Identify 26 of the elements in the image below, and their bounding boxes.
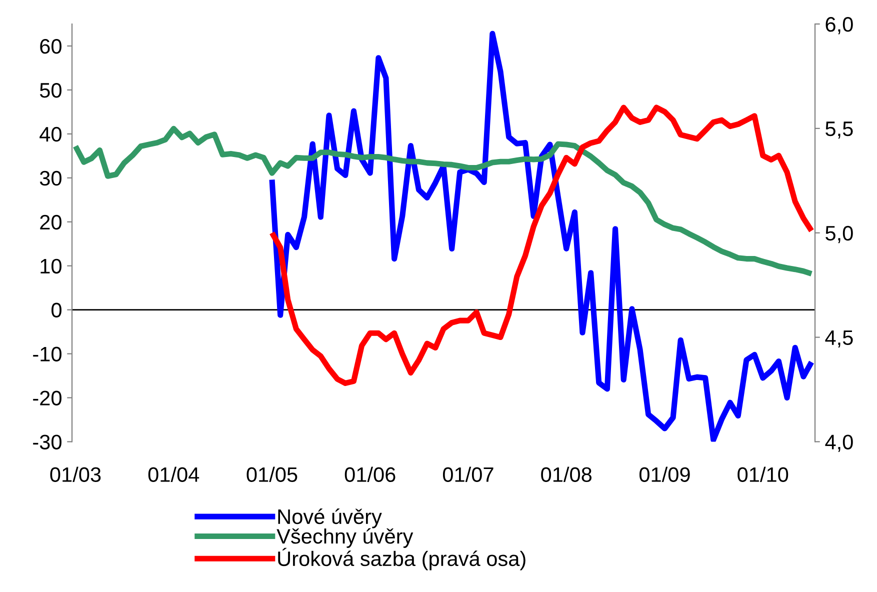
y2-tick-label: 4,0 <box>825 434 853 452</box>
x-tick-label: 01/04 <box>148 466 200 482</box>
legend-label: Všechny úvěry <box>276 528 414 548</box>
y-tick-label: 40 <box>40 126 62 142</box>
y-tick-label: 50 <box>40 82 62 98</box>
legend-label: Úroková sazba (pravá osa) <box>278 548 526 570</box>
x-tick-label: 01/07 <box>442 466 494 482</box>
y-tick-label: 0 <box>52 302 62 318</box>
x-tick-label: 01/03 <box>50 466 101 482</box>
legend-label: Nové úvěry <box>278 508 382 528</box>
y-tick-label: -10 <box>33 346 62 362</box>
x-tick-label: 01/10 <box>738 466 788 482</box>
y-tick-label: 10 <box>40 258 62 274</box>
y-tick-label: -30 <box>33 434 62 450</box>
y2-tick-label: 6,0 <box>826 17 853 34</box>
x-tick-label: 01/09 <box>639 466 690 482</box>
y2-tick-label: 5,0 <box>826 226 853 244</box>
x-tick-label: 01/06 <box>344 466 396 482</box>
y-tick-label: 30 <box>40 170 62 186</box>
y2-tick-label: 4,5 <box>825 330 853 348</box>
y2-tick-label: 5,5 <box>826 122 853 139</box>
y-tick-label: 20 <box>40 214 62 230</box>
x-tick-label: 01/05 <box>246 466 298 482</box>
y-tick-label: 60 <box>40 38 62 54</box>
y-tick-label: -20 <box>33 390 62 406</box>
x-tick-label: 01/08 <box>541 466 592 482</box>
